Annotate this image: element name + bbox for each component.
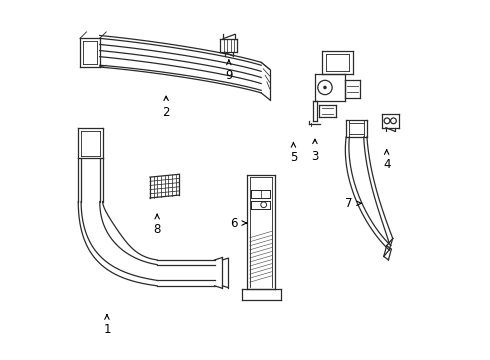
Text: 8: 8: [153, 223, 161, 236]
Text: 2: 2: [162, 107, 170, 120]
Text: 3: 3: [311, 149, 318, 162]
Text: 9: 9: [225, 69, 233, 82]
Text: 7: 7: [345, 197, 353, 210]
Text: 4: 4: [383, 158, 391, 171]
Circle shape: [323, 86, 327, 89]
Text: 6: 6: [230, 216, 238, 230]
Text: 5: 5: [290, 151, 297, 164]
Text: 1: 1: [103, 323, 111, 337]
